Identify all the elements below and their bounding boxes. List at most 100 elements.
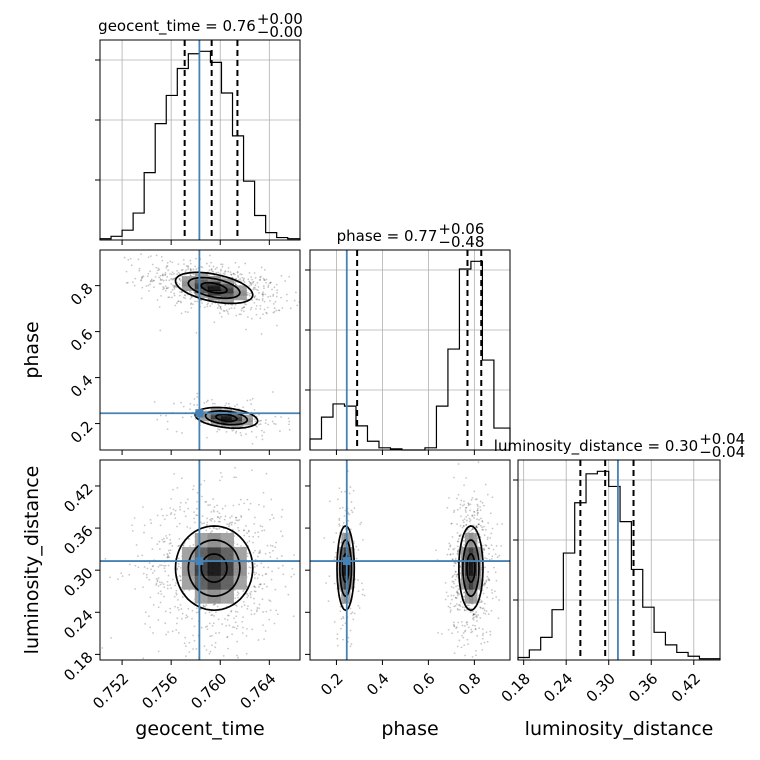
sample-point [262, 491, 265, 494]
sample-point [246, 627, 248, 630]
sample-point [202, 604, 205, 607]
sample-point [208, 611, 211, 614]
sample-point [243, 529, 245, 532]
sample-point [208, 622, 211, 625]
sample-point [457, 588, 460, 590]
sample-point [147, 615, 150, 618]
truth-marker [342, 557, 351, 566]
sample-point [153, 401, 156, 403]
sample-point [173, 294, 176, 297]
sample-point [258, 503, 260, 506]
sample-point [170, 283, 173, 285]
sample-point [460, 646, 463, 649]
sample-point [267, 423, 270, 426]
sample-point [189, 402, 192, 405]
sample-point [73, 256, 75, 258]
sample-point [210, 517, 213, 520]
sample-point [474, 498, 477, 501]
sample-point [456, 607, 459, 610]
sample-point [206, 521, 209, 524]
sample-point [475, 654, 477, 657]
sample-point [142, 275, 145, 278]
sample-point [279, 430, 281, 432]
sample-point [196, 403, 199, 406]
sample-point [175, 628, 178, 631]
sample-point [237, 592, 240, 595]
sample-point [169, 542, 172, 544]
sample-point [160, 255, 163, 258]
sample-point [456, 592, 459, 595]
sample-point [231, 429, 234, 432]
sample-point [487, 522, 490, 524]
sample-point [286, 299, 288, 302]
sample-point [226, 635, 229, 638]
sample-point [183, 642, 186, 645]
sample-point [192, 268, 195, 271]
sample-point [219, 305, 222, 308]
sample-point [234, 597, 237, 600]
sample-point [252, 280, 255, 283]
hist-panel-phase [305, 250, 511, 451]
sample-point [262, 294, 264, 297]
sample-point [480, 600, 483, 603]
sample-point [477, 523, 480, 526]
sample-point [168, 556, 171, 559]
sample-point [140, 297, 143, 300]
sample-point [277, 567, 280, 570]
sample-point [249, 596, 252, 599]
sample-point [340, 627, 342, 630]
sample-point [338, 487, 341, 490]
sample-point [174, 285, 177, 288]
sample-point [216, 430, 219, 433]
sample-point [246, 596, 249, 599]
sample-point [190, 302, 193, 305]
title-minus: −0.00 [257, 23, 303, 41]
sample-point [476, 509, 479, 511]
sample-point [162, 583, 165, 586]
sample-point [452, 553, 455, 555]
sample-point [254, 284, 257, 287]
hist-step-phase [309, 260, 511, 451]
sample-point [254, 531, 257, 534]
sample-point [472, 613, 475, 616]
x-tick-label: 0.6 [409, 670, 439, 700]
sample-point [209, 635, 212, 638]
sample-point [196, 300, 199, 303]
sample-point [222, 309, 225, 312]
panel-title-geocent_time: geocent_time = 0.76 +0.00−0.00 [98, 10, 303, 41]
sample-point [351, 511, 354, 514]
sample-point [267, 284, 270, 287]
sample-point [176, 599, 179, 601]
sample-point [349, 660, 351, 662]
sample-point [171, 261, 174, 264]
sample-point [212, 270, 215, 273]
sample-point [261, 438, 264, 441]
sample-point [231, 521, 234, 524]
sample-point [451, 536, 454, 538]
sample-point [160, 295, 162, 297]
sample-point [155, 266, 158, 269]
density-block [181, 547, 196, 562]
sample-point [167, 286, 170, 289]
y-tick-label: 0.30 [60, 564, 96, 600]
sample-point [158, 282, 161, 285]
sample-point [219, 269, 222, 272]
sample-point [236, 519, 239, 522]
density-block [476, 547, 482, 562]
sample-point [221, 276, 224, 279]
sample-point [184, 294, 187, 297]
sample-point [180, 607, 183, 610]
sample-point [254, 288, 256, 291]
sample-point [164, 272, 167, 274]
sample-point [237, 276, 240, 279]
contour-line-1 [462, 539, 480, 597]
density-block [464, 547, 470, 562]
sample-point [266, 306, 269, 309]
sample-point [481, 528, 484, 531]
sample-point [276, 291, 278, 294]
sample-point [464, 509, 467, 512]
sample-point [190, 296, 193, 299]
sample-point [261, 574, 264, 577]
sample-point [484, 557, 487, 559]
sample-point [205, 500, 208, 503]
